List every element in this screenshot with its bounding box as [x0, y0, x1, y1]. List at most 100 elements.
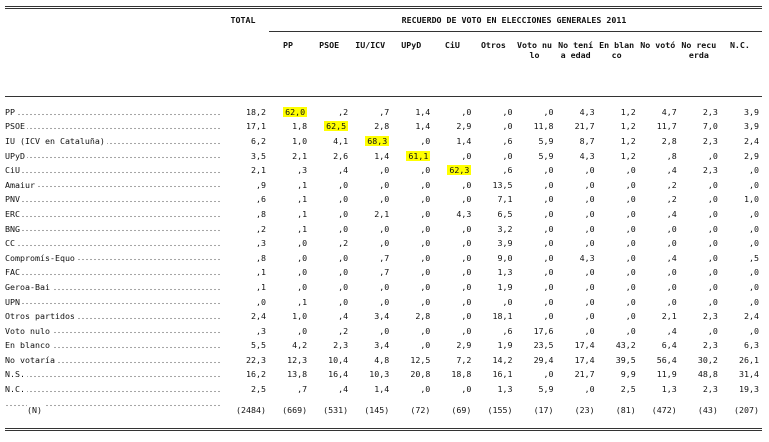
value-cell: ,0 — [515, 367, 556, 382]
value-cell: ,3 — [269, 163, 310, 178]
row-label-cell: N.C. — [5, 381, 220, 397]
value-cell: 1,2 — [598, 119, 639, 134]
row-label: PP — [5, 106, 17, 117]
value: 1,4 — [374, 384, 390, 395]
value: ,0 — [420, 223, 431, 234]
value: ,0 — [749, 267, 759, 278]
data-row: No votaría 22,3 12,3 10,4 4,8 12,5 7,2 14,2 29,4… — [5, 352, 762, 368]
value-cell: 16,2 — [220, 367, 269, 382]
value: ,0 — [461, 325, 472, 336]
value-cell: ,0 — [515, 294, 556, 309]
value: ,0 — [543, 267, 554, 278]
value: ,0 — [543, 296, 554, 307]
value: ,0 — [707, 208, 718, 219]
value-cell: 2,5 — [598, 382, 639, 397]
value: 18,1 — [492, 311, 513, 322]
value: ,0 — [749, 296, 759, 307]
column-header: No votó — [638, 31, 680, 97]
value: ,0 — [420, 208, 431, 219]
value: 6,4 — [661, 340, 677, 351]
value: 4,3 — [579, 252, 595, 263]
value-cell: ,0 — [680, 236, 721, 251]
value-cell: 16,1 — [474, 367, 515, 382]
value-cell: ,0 — [639, 280, 680, 295]
value: 4,3 — [579, 150, 595, 161]
value: 18,8 — [451, 369, 472, 380]
value-cell: 43,2 — [598, 338, 639, 353]
value-cell: ,2 — [310, 236, 351, 251]
value: ,0 — [379, 281, 390, 292]
row-label-cell: UPyD — [5, 148, 220, 163]
value-cell: 1,2 — [598, 148, 639, 163]
value: 22,3 — [246, 354, 266, 365]
value-cell: ,2 — [639, 192, 680, 207]
value: ,0 — [625, 281, 636, 292]
value: ,4 — [666, 252, 677, 263]
value-cell: (17) — [515, 396, 556, 424]
value: 4,2 — [292, 340, 308, 351]
corner — [220, 31, 269, 97]
value-cell: 19,3 — [721, 382, 762, 397]
value: ,0 — [584, 325, 595, 336]
value: 26,1 — [739, 354, 759, 365]
value-cell: ,4 — [639, 250, 680, 265]
value: ,0 — [502, 121, 513, 132]
value: 11,8 — [533, 121, 554, 132]
value: ,0 — [297, 267, 308, 278]
value: 2,3 — [702, 165, 718, 176]
value: ,0 — [461, 194, 472, 205]
value: ,0 — [625, 252, 636, 263]
value-cell: ,0 — [557, 177, 598, 192]
value-cell: ,0 — [721, 221, 762, 236]
value-cell: ,0 — [598, 294, 639, 309]
value-cell: ,0 — [310, 192, 351, 207]
value: 3,9 — [744, 121, 759, 132]
value: 3,2 — [497, 223, 513, 234]
column-header: En blanco — [597, 31, 639, 97]
value-cell: ,1 — [269, 192, 310, 207]
value-cell: ,0 — [680, 250, 721, 265]
row-label: N.S. — [5, 369, 27, 380]
value-cell: ,5 — [721, 250, 762, 265]
value: ,0 — [379, 194, 390, 205]
value-cell: ,0 — [515, 236, 556, 251]
header-row-1: TOTAL RECUERDO DE VOTO EN ELECCIONES GEN… — [5, 9, 762, 32]
value: 12,5 — [410, 354, 431, 365]
row-label: FAC — [5, 267, 22, 278]
value-cell: ,0 — [680, 192, 721, 207]
value: ,0 — [543, 223, 554, 234]
value-cell: 12,5 — [392, 353, 433, 368]
value-cell: ,0 — [598, 236, 639, 251]
value-cell: ,0 — [557, 323, 598, 338]
value: ,2 — [256, 223, 266, 234]
value: 12,3 — [287, 354, 308, 365]
value: (23) — [574, 405, 595, 416]
value-cell: 2,6 — [310, 148, 351, 163]
value: 2,8 — [374, 121, 390, 132]
column-header: CiU — [433, 31, 475, 97]
row-label: Amaiur — [5, 179, 37, 190]
value-cell: ,0 — [721, 236, 762, 251]
value: ,0 — [666, 267, 677, 278]
value-cell: 10,4 — [310, 353, 351, 368]
row-label-cell: Compromís-Equo — [5, 250, 220, 266]
value-cell: 13,5 — [474, 177, 515, 192]
value: 29,4 — [533, 354, 554, 365]
value: 39,5 — [615, 354, 636, 365]
value: ,0 — [379, 325, 390, 336]
value: 1,0 — [292, 311, 308, 322]
value: ,0 — [584, 223, 595, 234]
row-label-cell: UPN — [5, 294, 220, 309]
value-cell: ,0 — [433, 382, 474, 397]
value-cell: 2,1 — [220, 163, 269, 178]
value-cell: ,0 — [269, 236, 310, 251]
value: 2,8 — [661, 135, 677, 146]
value: (43) — [697, 405, 718, 416]
value-cell: ,0 — [598, 177, 639, 192]
value-cell: 48,8 — [680, 367, 721, 382]
bottom-rule — [5, 428, 762, 431]
value: 6,3 — [744, 340, 759, 351]
value-cell: 1,0 — [721, 192, 762, 207]
row-label: (N) — [27, 405, 44, 416]
value-cell: ,0 — [515, 250, 556, 265]
